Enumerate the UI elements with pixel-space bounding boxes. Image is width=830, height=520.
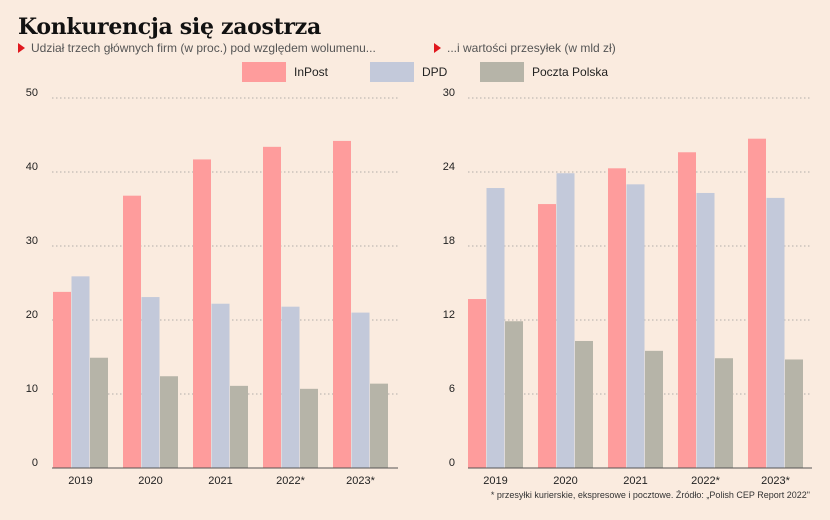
footnote: * przesyłki kurierskie, ekspresowe i poc…	[490, 490, 810, 500]
y-tick-label-1-1: 6	[449, 383, 455, 395]
y-tick-label-1-0: 0	[449, 457, 455, 469]
y-tick-label-1-4: 24	[443, 161, 455, 173]
bar-1-dpd-3	[696, 192, 715, 468]
triangle-marker-icon	[434, 43, 441, 53]
bar-0-dpd-1	[141, 297, 160, 468]
subtitle-left-text: Udział trzech głównych firm (w proc.) po…	[31, 41, 376, 55]
x-tick-label-1-4: 2023*	[761, 475, 790, 487]
bar-1-dpd-1	[556, 173, 575, 468]
legend-label-inpost: InPost	[294, 65, 329, 79]
legend-item-dpd: DPD	[370, 62, 447, 82]
bar-0-poczta-polska-2	[230, 385, 248, 468]
y-tick-label-0-0: 0	[32, 457, 38, 469]
x-tick-label-0-1: 2020	[138, 475, 162, 487]
legend-label-dpd: DPD	[422, 65, 448, 79]
bar-1-dpd-0	[486, 188, 505, 469]
bar-0-inpost-2	[193, 159, 211, 469]
y-tick-label-1-3: 18	[443, 235, 455, 247]
bar-1-inpost-3	[678, 152, 696, 468]
y-tick-label-0-1: 10	[26, 383, 38, 395]
bar-1-poczta-polska-2	[645, 350, 663, 468]
x-tick-label-1-2: 2021	[623, 475, 647, 487]
x-tick-label-0-3: 2022*	[276, 475, 305, 487]
legend: InPost DPD Poczta Polska	[0, 62, 830, 84]
legend-item-poczta-polska: Poczta Polska	[480, 62, 608, 82]
bar-1-poczta-polska-4	[785, 359, 803, 468]
subtitle-right-text: ...i wartości przesyłek (w mld zł)	[447, 41, 616, 55]
bar-0-dpd-3	[281, 306, 300, 468]
bar-0-poczta-polska-0	[90, 357, 108, 468]
bar-0-dpd-0	[71, 276, 90, 468]
bar-1-inpost-2	[608, 168, 626, 469]
bar-1-dpd-4	[766, 197, 785, 468]
bar-1-inpost-4	[748, 138, 766, 468]
bar-1-inpost-1	[538, 204, 556, 469]
bar-0-inpost-0	[53, 291, 71, 468]
legend-swatch-inpost	[242, 62, 286, 82]
x-tick-label-0-4: 2023*	[346, 475, 375, 487]
y-tick-label-1-2: 12	[443, 309, 455, 321]
x-tick-label-0-2: 2021	[208, 475, 232, 487]
bar-0-dpd-4	[351, 312, 370, 468]
triangle-marker-icon	[18, 43, 25, 53]
y-tick-label-0-3: 30	[26, 235, 38, 247]
legend-item-inpost: InPost	[242, 62, 328, 82]
y-tick-label-0-4: 40	[26, 161, 38, 173]
bar-0-poczta-polska-3	[300, 388, 318, 468]
bar-0-inpost-3	[263, 146, 281, 468]
bar-1-poczta-polska-1	[575, 340, 593, 468]
y-tick-label-1-5: 30	[443, 87, 455, 99]
bar-1-poczta-polska-3	[715, 358, 733, 468]
x-tick-label-1-1: 2020	[553, 475, 577, 487]
y-tick-label-0-2: 20	[26, 309, 38, 321]
bar-0-inpost-4	[333, 140, 351, 469]
bar-0-dpd-2	[211, 303, 230, 468]
y-tick-label-0-5: 50	[26, 87, 38, 99]
legend-swatch-dpd	[370, 62, 414, 82]
subtitle-left: Udział trzech głównych firm (w proc.) po…	[18, 41, 376, 55]
bar-1-poczta-polska-0	[505, 321, 523, 468]
x-tick-label-0-0: 2019	[68, 475, 92, 487]
x-tick-label-1-3: 2022*	[691, 475, 720, 487]
bar-0-inpost-1	[123, 195, 141, 468]
bar-0-poczta-polska-4	[370, 383, 388, 468]
legend-swatch-poczta-polska	[480, 62, 524, 82]
chart-title: Konkurencja się zaostrza	[18, 14, 321, 40]
bar-0-poczta-polska-1	[160, 376, 178, 468]
subtitle-right: ...i wartości przesyłek (w mld zł)	[434, 41, 616, 55]
x-tick-label-1-0: 2019	[483, 475, 507, 487]
bar-1-dpd-2	[626, 184, 645, 469]
bar-1-inpost-0	[468, 299, 486, 468]
legend-label-poczta-polska: Poczta Polska	[532, 65, 609, 79]
